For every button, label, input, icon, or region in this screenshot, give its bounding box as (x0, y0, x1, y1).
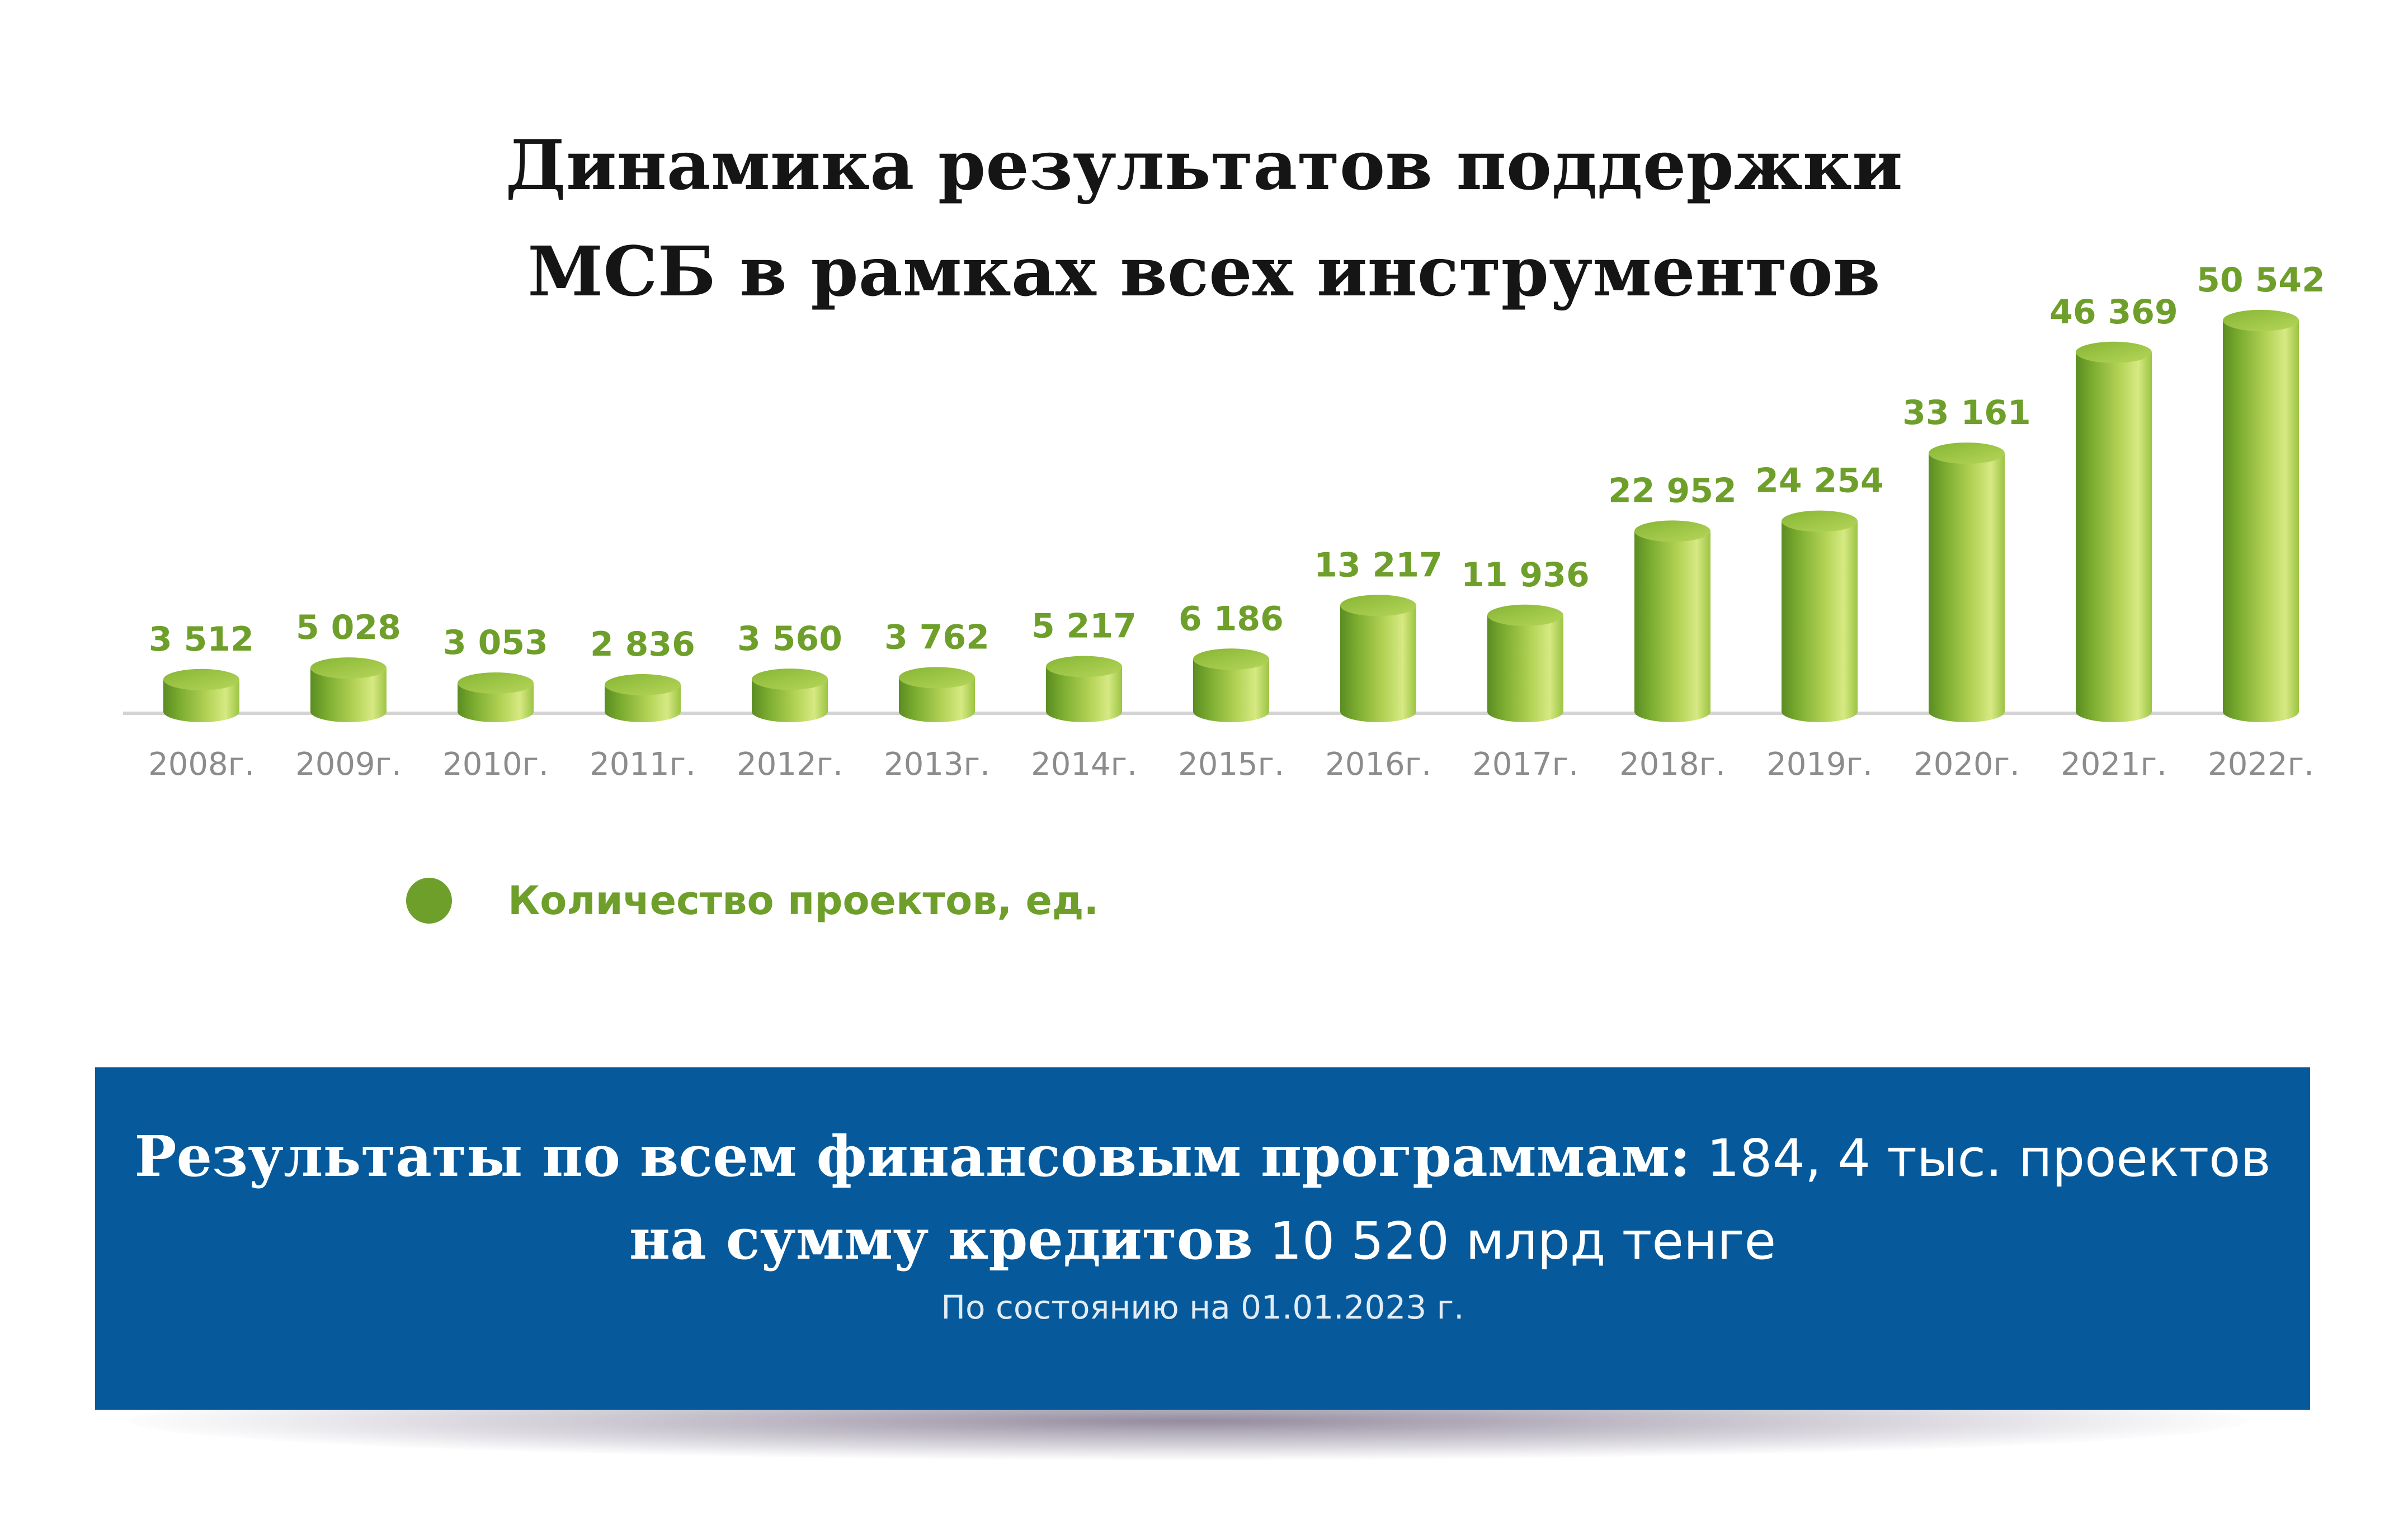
bar-2015г. (1193, 648, 1269, 722)
bar-body (899, 677, 975, 722)
banner-line-1: Результаты по всем финансовым программам… (95, 1123, 2310, 1189)
x-tick-label: 2009г. (295, 746, 402, 783)
bar-2013г. (899, 667, 975, 722)
bar-2020г. (1929, 442, 2005, 722)
bar-body (1193, 659, 1269, 722)
bar-body (752, 679, 828, 722)
x-tick-label: 2021г. (2061, 746, 2167, 783)
bar-body (1782, 521, 1858, 722)
bar-top-cap (2223, 309, 2299, 331)
summary-banner: Результаты по всем финансовым программам… (95, 1067, 2310, 1410)
bar-2008г. (163, 669, 239, 722)
x-tick-label: 2022г. (2208, 746, 2314, 783)
x-tick-label: 2013г. (884, 746, 990, 783)
banner-line-1-value: 184, 4 тыс. проектов (1690, 1128, 2271, 1188)
x-tick-label: 2016г. (1325, 746, 1431, 783)
bar-2019г. (1782, 510, 1858, 722)
bar-top-cap (752, 669, 828, 690)
x-tick-label: 2017г. (1472, 746, 1578, 783)
x-tick-label: 2010г. (442, 746, 549, 783)
bar-2018г. (1634, 520, 1710, 722)
x-tick-label: 2014г. (1031, 746, 1137, 783)
x-tick-label: 2018г. (1619, 746, 1726, 783)
banner-line-2: на сумму кредитов 10 520 млрд тенге (95, 1206, 2310, 1272)
bar-body (163, 679, 239, 722)
chart-legend: Количество проектов, ед. (406, 873, 1099, 929)
value-label: 33 161 (1902, 393, 2031, 432)
bar-2022г. (2223, 309, 2299, 722)
x-tick-label: 2019г. (1766, 746, 1873, 783)
bar-top-cap (1634, 520, 1710, 542)
value-label: 3 512 (149, 620, 254, 659)
bar-2009г. (310, 657, 387, 722)
x-tick-label: 2008г. (148, 746, 255, 783)
bar-top-cap (163, 669, 239, 690)
bar-body (2223, 320, 2299, 722)
bar-body (605, 685, 681, 722)
legend-swatch (406, 878, 452, 924)
bar-2021г. (2076, 341, 2152, 722)
bar-2011г. (605, 674, 681, 722)
bar-top-cap (605, 674, 681, 695)
chart-title-line-1: Динамика результатов поддержки (505, 125, 1903, 205)
value-label: 50 542 (2197, 261, 2325, 300)
bar-body (310, 668, 387, 722)
banner-line-1-strong: Результаты по всем финансовым программам… (134, 1123, 1691, 1189)
banner-line-2-strong: на сумму кредитов (629, 1206, 1253, 1272)
legend-label: Количество проектов, ед. (508, 878, 1099, 924)
value-label: 2 836 (590, 625, 695, 664)
value-label: 5 217 (1031, 606, 1137, 646)
bar-body (1634, 531, 1710, 722)
x-tick-label: 2011г. (590, 746, 696, 783)
bar-body (1046, 666, 1122, 722)
banner-line-2-value: 10 520 млрд тенге (1252, 1211, 1776, 1271)
bar-body (1929, 453, 2005, 722)
value-label: 5 028 (296, 608, 401, 647)
value-label: 6 186 (1179, 599, 1284, 638)
bar-2014г. (1046, 656, 1122, 722)
bar-body (1487, 615, 1563, 722)
value-label: 24 254 (1755, 462, 1884, 501)
value-label: 46 369 (2049, 293, 2178, 332)
bar-body (2076, 352, 2152, 722)
value-label: 11 936 (1461, 555, 1590, 595)
bar-body (458, 683, 534, 722)
x-tick-label: 2012г. (737, 746, 843, 783)
x-tick-label: 2020г. (1914, 746, 2020, 783)
value-label: 3 762 (884, 618, 989, 657)
chart-title-line-2: МСБ в рамках всех инструментов (527, 231, 1881, 312)
value-label: 3 560 (737, 619, 842, 658)
bar-top-cap (1929, 442, 2005, 464)
bar-top-cap (2076, 341, 2152, 363)
bar-2012г. (752, 669, 828, 722)
bar-top-cap (1487, 604, 1563, 626)
x-tick-label: 2015г. (1178, 746, 1284, 783)
banner-date-note: По состоянию на 01.01.2023 г. (941, 1288, 1464, 1326)
bar-2017г. (1487, 604, 1563, 722)
bar-top-cap (1340, 595, 1416, 616)
value-label: 22 952 (1608, 471, 1737, 510)
bar-2016г. (1340, 595, 1416, 722)
bar-2010г. (458, 672, 534, 722)
bar-top-cap (1193, 648, 1269, 670)
bar-top-cap (899, 667, 975, 689)
value-label: 3 053 (443, 623, 548, 662)
bar-top-cap (458, 672, 534, 694)
bar-top-cap (1782, 510, 1858, 532)
bar-body (1340, 605, 1416, 722)
value-label: 13 217 (1314, 545, 1443, 585)
chart-title: Динамика результатов поддержки МСБ в рам… (0, 112, 2408, 324)
bar-top-cap (310, 657, 387, 679)
bar-top-cap (1046, 656, 1122, 677)
